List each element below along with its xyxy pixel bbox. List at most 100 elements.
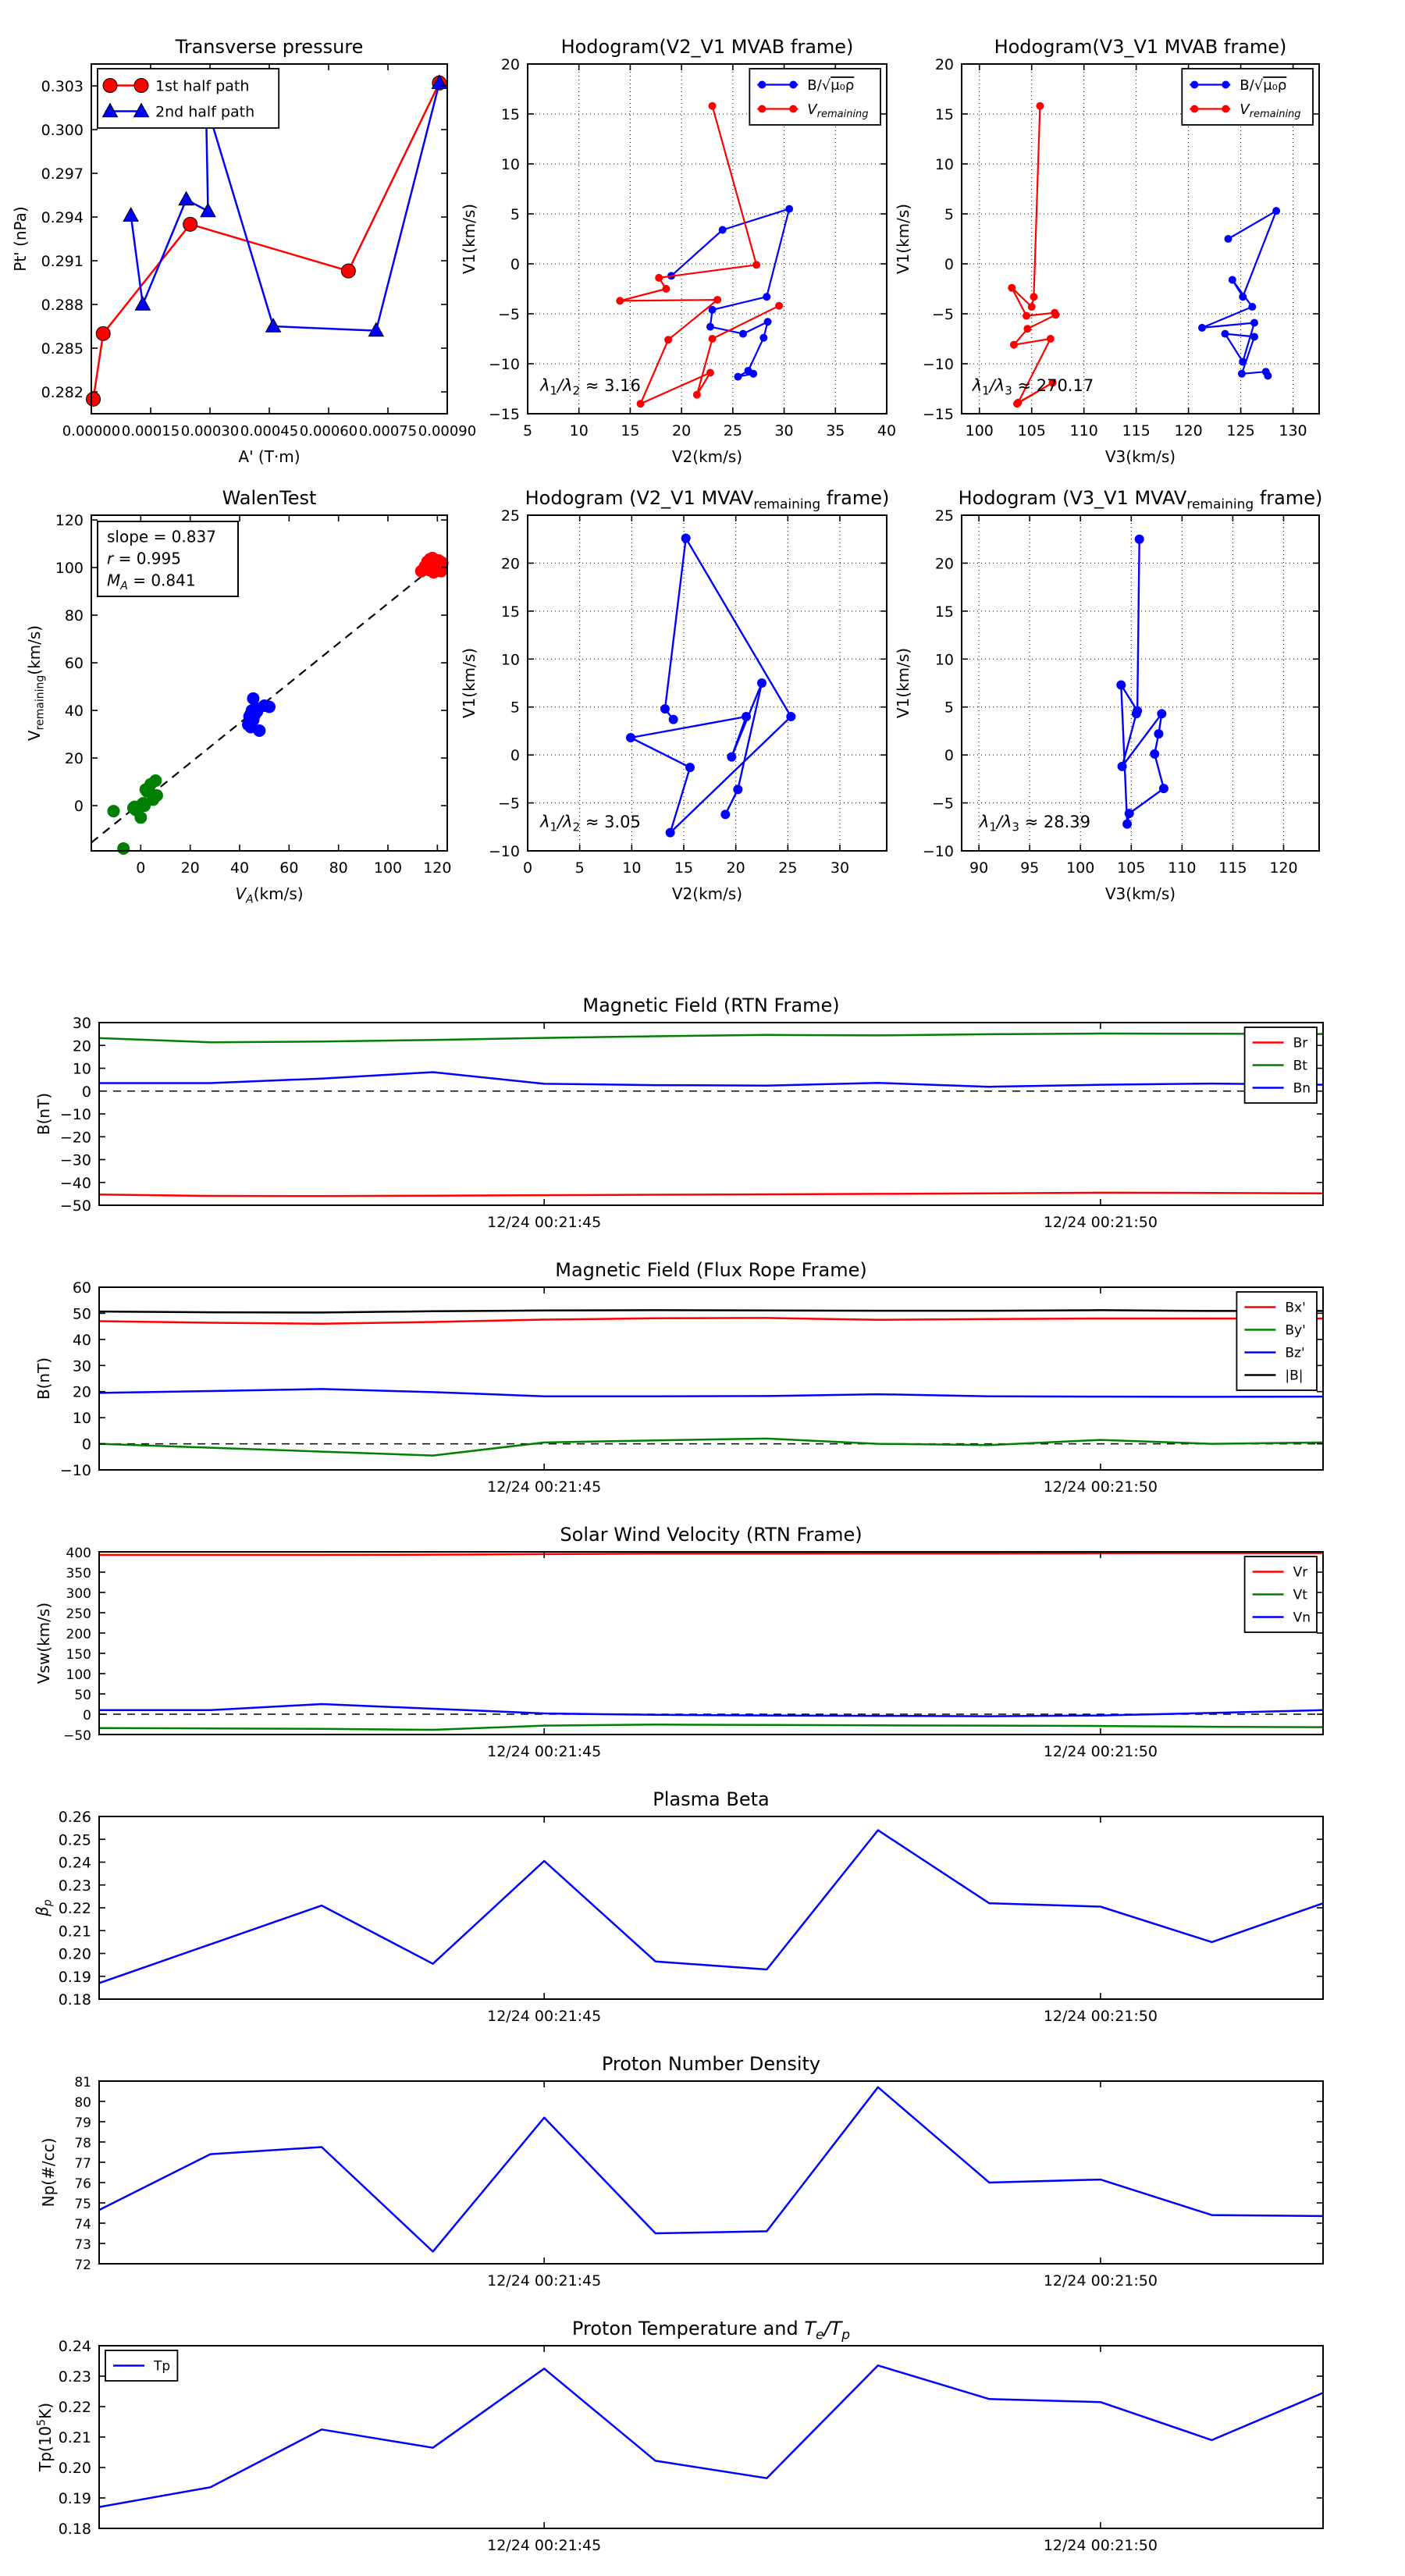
- panel-title: Hodogram(V3_V1 MVAB frame): [994, 36, 1287, 58]
- x-tick-label: 120: [423, 859, 451, 877]
- y-tick-label: −50: [60, 1197, 91, 1215]
- y-tick-label: 0.19: [59, 2490, 91, 2507]
- x-tick-label: 0.00000: [62, 423, 120, 439]
- y-tick-label: 80: [65, 607, 84, 624]
- y-tick-label: 10: [935, 156, 954, 173]
- panel-plasma-beta: 12/24 00:21:45 12/24 00:21:50 0.18 0.19 0.20…: [33, 1788, 1324, 2025]
- legend-label: Vr: [1293, 1565, 1308, 1581]
- annotation-hodogram-v3v1-mvab: λ1/λ3 ≈ 270.17: [972, 376, 1094, 398]
- legend-label: B/√μ₀ρ: [807, 77, 854, 94]
- legend-transverse-pressure: 1st half path 2nd half path: [97, 68, 280, 129]
- y-tick-label: 15: [501, 106, 520, 123]
- y-axis-label: V1(km/s): [460, 204, 478, 274]
- y-axis-label: Pt' (nPa): [11, 206, 30, 271]
- y-tick-label: 0.282: [41, 384, 84, 401]
- x-tick-label: 0: [523, 859, 532, 877]
- y-tick-label: 200: [66, 1627, 91, 1642]
- y-tick-label: 0.24: [59, 2338, 91, 2355]
- x-tick-label: 20: [181, 859, 200, 877]
- annotation-hodogram-v3v1-mvav: λ1/λ3 ≈ 28.39: [979, 813, 1090, 834]
- x-tick-label: 0.00015: [122, 423, 180, 439]
- y-tick-label: 0.22: [59, 1900, 91, 1917]
- series-Bz-prime: [98, 1388, 1324, 1398]
- y-tick-label: 300: [66, 1586, 91, 1602]
- legend-label: 1st half path: [155, 77, 249, 94]
- x-tick-label: 0.00030: [181, 423, 239, 439]
- x-tick-label: 100: [374, 859, 402, 877]
- series-beta-p: [98, 1829, 1324, 1984]
- y-tick-label: 25: [935, 507, 954, 525]
- legend-label: Vt: [1293, 1588, 1308, 1603]
- y-tick-label: −10: [489, 843, 520, 860]
- y-tick-label: 0: [82, 1436, 91, 1453]
- series-Bx-prime: [98, 1317, 1323, 1325]
- panel-title: Magnetic Field (Flux Rope Frame): [555, 1259, 866, 1281]
- y-tick-label: 100: [66, 1667, 91, 1683]
- y-tick-label: 10: [501, 651, 520, 668]
- y-tick-label: 0.24: [59, 1855, 91, 1872]
- x-tick-label: 30: [831, 859, 849, 877]
- y-tick-label: 0.285: [41, 340, 84, 358]
- panel-title: WalenTest: [222, 487, 317, 509]
- x-tick-label: 12/24 00:21:45: [487, 2008, 601, 2025]
- y-tick-label: 100: [55, 560, 84, 577]
- y-axis-label: V1(km/s): [460, 648, 478, 718]
- x-tick-label: 12/24 00:21:45: [487, 2272, 601, 2290]
- series-Bt: [98, 1032, 1324, 1044]
- series-B-magnitude: [98, 1309, 1323, 1314]
- x-tick-label: 12/24 00:21:50: [1044, 1743, 1158, 1760]
- x-tick-label: 110: [1070, 422, 1098, 439]
- y-tick-label: −10: [489, 356, 520, 373]
- x-tick-label: 0.00090: [418, 423, 476, 439]
- x-tick-label: 12/24 00:21:45: [487, 1743, 601, 1760]
- annotation-hodogram-v2v1-mvav: λ1/λ2 ≈ 3.05: [539, 813, 641, 834]
- series-B-over-sqrt-mu0rho: [1198, 207, 1281, 380]
- x-tick-label: 12/24 00:21:50: [1044, 2008, 1158, 2025]
- legend-label: 2nd half path: [155, 103, 254, 120]
- y-tick-label: 10: [935, 651, 954, 668]
- y-tick-label: 50: [74, 1688, 91, 1703]
- panel-title: Proton Number Density: [602, 2053, 820, 2075]
- x-tick-label: 12/24 00:21:45: [487, 2537, 601, 2554]
- y-tick-label: 0.297: [41, 165, 84, 183]
- series-Np: [98, 2086, 1324, 2253]
- y-tick-label: −5: [498, 795, 520, 813]
- legend-hodogram-v2v1-mvab: B/√μ₀ρ Vremaining: [749, 68, 881, 126]
- y-tick-label: 0.25: [59, 1831, 91, 1848]
- y-tick-label: 20: [73, 1037, 91, 1055]
- y-tick-label: 80: [74, 2095, 91, 2111]
- panel-title: Hodogram(V2_V1 MVAB frame): [561, 36, 854, 58]
- legend-hodogram-v3v1-mvab: B/√μ₀ρ Vremaining: [1181, 68, 1314, 126]
- x-tick-label: 115: [1122, 422, 1151, 439]
- series-mid-cluster: [242, 692, 276, 737]
- y-tick-label: 40: [65, 703, 84, 720]
- x-tick-label: 115: [1218, 859, 1247, 877]
- x-axis-label: V3(km/s): [1105, 884, 1176, 903]
- y-tick-label: 0: [74, 798, 84, 815]
- x-tick-label: 60: [279, 859, 298, 877]
- y-tick-label: −20: [60, 1129, 91, 1146]
- panel-mag-field-flux-rope: 12/24 00:21:45 12/24 00:21:50 −10 0 10 20 30 40…: [34, 1259, 1324, 1496]
- y-tick-label: 0.294: [41, 209, 84, 226]
- y-tick-label: 81: [74, 2075, 91, 2090]
- series-By-prime: [98, 1437, 1324, 1457]
- legend-label: Bx': [1285, 1300, 1305, 1316]
- y-axis-label: Vremaining(km/s): [25, 625, 46, 741]
- y-tick-label: 72: [74, 2258, 91, 2273]
- y-tick-label: 15: [935, 603, 954, 621]
- y-tick-label: −10: [923, 356, 954, 373]
- x-tick-label: 130: [1279, 422, 1307, 439]
- legend-label: B/√μ₀ρ: [1240, 77, 1286, 94]
- y-tick-label: 0.18: [59, 1991, 91, 2008]
- y-axis-label: Tp(105K): [35, 2403, 55, 2472]
- x-axis-label: V2(km/s): [672, 884, 742, 903]
- x-tick-label: 105: [1117, 859, 1145, 877]
- y-tick-label: 0.20: [59, 1946, 91, 1963]
- y-tick-label: 79: [74, 2115, 91, 2131]
- stats-line: r = 0.995: [107, 549, 181, 568]
- legend-label: Bz': [1285, 1346, 1304, 1361]
- legend-label: By': [1285, 1323, 1305, 1339]
- series-B-over-sqrt-mu0rho: [667, 205, 794, 381]
- series-v-remaining-path: [1116, 534, 1168, 829]
